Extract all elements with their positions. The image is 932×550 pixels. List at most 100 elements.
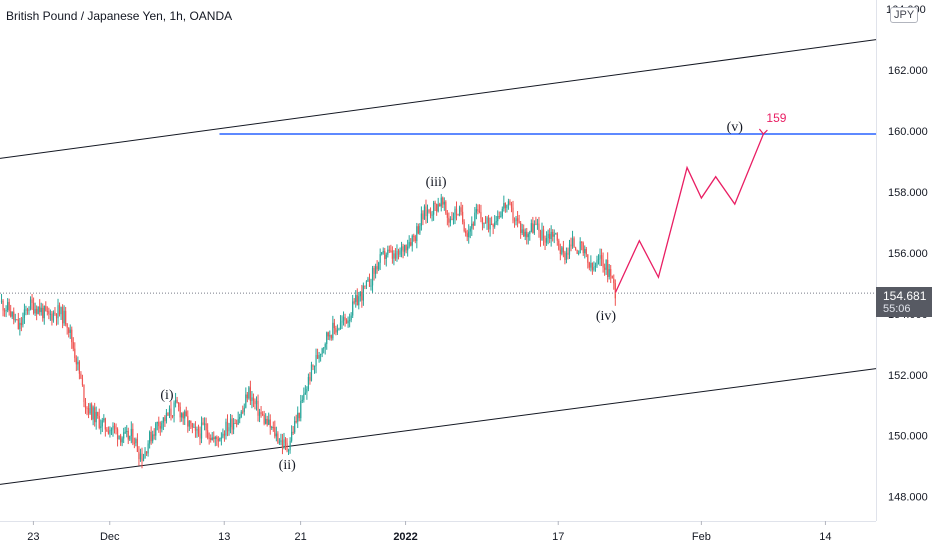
- candle-body: [291, 432, 292, 441]
- candle-body: [413, 236, 414, 237]
- candle-body: [45, 306, 46, 311]
- candle-body: [419, 226, 420, 234]
- candle-body: [525, 232, 526, 237]
- candle-body: [395, 253, 396, 258]
- candle-body: [431, 215, 432, 216]
- candle-body: [50, 314, 51, 315]
- candle-body: [235, 423, 236, 424]
- candle-body: [604, 268, 605, 270]
- candle-body: [354, 302, 355, 303]
- candle-body: [572, 238, 573, 246]
- candle-body: [348, 321, 349, 324]
- symbol-title[interactable]: British Pound / Japanese Yen, 1h, OANDA: [6, 9, 232, 23]
- candle-body: [375, 266, 376, 274]
- candle-body: [140, 454, 141, 460]
- time-tick-label: 21: [294, 531, 306, 543]
- candle-body: [293, 432, 294, 433]
- candle-body: [114, 426, 115, 428]
- candle-body: [372, 268, 373, 285]
- candle-body: [125, 432, 126, 433]
- candle-body: [260, 412, 261, 414]
- candle-body: [335, 328, 336, 332]
- candle-body: [274, 427, 275, 436]
- candle-body: [209, 438, 210, 439]
- candle-body: [357, 295, 358, 305]
- candle-body: [314, 366, 315, 367]
- time-tick-label: Dec: [100, 531, 120, 543]
- candle-body: [65, 311, 66, 324]
- candle-body: [609, 269, 610, 277]
- price-tick-label: 158.000: [888, 187, 928, 199]
- candle-body: [164, 417, 165, 421]
- candle-body: [283, 439, 284, 446]
- candle-body: [505, 203, 506, 208]
- candle-body: [410, 242, 411, 246]
- candle-body: [534, 224, 535, 233]
- candle-body: [181, 413, 182, 417]
- candle-body: [515, 218, 516, 221]
- candle-body: [48, 311, 49, 314]
- candle-body: [251, 397, 252, 401]
- candle-body: [248, 387, 249, 398]
- candle-body: [383, 251, 384, 252]
- candle-body: [88, 408, 89, 413]
- candle-body: [363, 286, 364, 301]
- candle-body: [289, 441, 290, 450]
- candle-body: [86, 408, 87, 409]
- candle-body: [201, 423, 202, 439]
- candle-body: [404, 245, 405, 252]
- candle-body: [567, 253, 568, 255]
- candle-body: [407, 247, 408, 251]
- candle-body: [312, 365, 313, 367]
- candle-body: [71, 330, 72, 342]
- candle-body: [589, 263, 590, 268]
- candle-body: [265, 419, 266, 424]
- candle-body: [531, 223, 532, 231]
- candle-body: [506, 205, 507, 208]
- candle-body: [9, 302, 10, 311]
- candle-body: [262, 414, 263, 415]
- candle-body: [129, 436, 130, 440]
- candle-body: [425, 206, 426, 216]
- candle-body: [28, 309, 29, 311]
- candle-body: [491, 224, 492, 225]
- candle-body: [288, 450, 289, 451]
- candle-body: [538, 224, 539, 231]
- candle-body: [146, 451, 147, 453]
- candle-body: [51, 314, 52, 321]
- candle-body: [242, 412, 243, 413]
- candle-body: [273, 427, 274, 428]
- candle-body: [486, 218, 487, 223]
- candle-body: [558, 241, 559, 250]
- candle-body: [79, 362, 80, 374]
- candle-body: [499, 216, 500, 217]
- candle-body: [334, 323, 335, 328]
- candle-body: [433, 203, 434, 215]
- candle-body: [482, 218, 483, 224]
- candle-body: [541, 229, 542, 240]
- candle-body: [175, 400, 176, 403]
- candle-body: [187, 416, 188, 426]
- candle-body: [195, 427, 196, 431]
- candle-body: [415, 236, 416, 241]
- candle-body: [512, 208, 513, 221]
- candle-body: [470, 229, 471, 232]
- candle-body: [122, 438, 123, 442]
- candle-body: [207, 430, 208, 437]
- candle-body: [279, 442, 280, 443]
- price-tick-label: 150.000: [888, 431, 928, 443]
- candle-body: [94, 407, 95, 422]
- currency-badge[interactable]: JPY: [890, 7, 918, 23]
- candle-body: [462, 212, 463, 222]
- candle-body: [68, 328, 69, 333]
- candle-body: [319, 355, 320, 359]
- candle-body: [503, 203, 504, 209]
- candle-body: [402, 246, 403, 251]
- candle-body: [477, 209, 478, 211]
- candle-body: [222, 434, 223, 438]
- candle-body: [343, 317, 344, 321]
- candle-body: [230, 419, 231, 428]
- candle-body: [465, 231, 466, 233]
- candle-body: [358, 296, 359, 305]
